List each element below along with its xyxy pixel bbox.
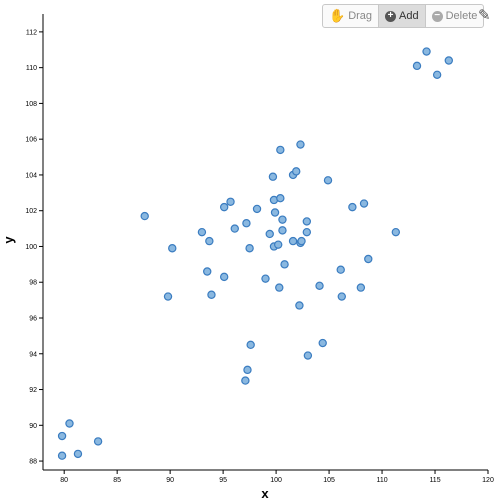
hand-icon: ✋ bbox=[329, 8, 346, 23]
data-points[interactable] bbox=[57, 47, 453, 460]
data-point[interactable] bbox=[280, 260, 289, 269]
x-tick-label: 120 bbox=[482, 477, 494, 484]
tool-toolbar: ✋ Drag + Add − Delete bbox=[322, 4, 485, 28]
data-point[interactable] bbox=[275, 283, 284, 292]
data-point[interactable] bbox=[337, 292, 346, 301]
data-point[interactable] bbox=[57, 451, 67, 460]
data-point[interactable] bbox=[276, 193, 285, 203]
data-point[interactable] bbox=[246, 340, 255, 350]
data-point[interactable] bbox=[323, 176, 333, 185]
drag-label: Drag bbox=[348, 10, 373, 22]
pencil-icon[interactable]: ✎ bbox=[478, 7, 491, 24]
drag-tool-button[interactable]: ✋ Drag bbox=[323, 5, 380, 27]
axes: 80 85 90 95 100 105 110 115 120 88 90 92 94 96 98 100 10… bbox=[25, 14, 494, 484]
data-point[interactable] bbox=[276, 145, 285, 155]
x-tick-label: 85 bbox=[113, 477, 121, 484]
data-point[interactable] bbox=[230, 224, 239, 233]
x-tick-label: 95 bbox=[219, 477, 227, 484]
data-point[interactable] bbox=[295, 301, 304, 310]
data-point[interactable] bbox=[315, 281, 324, 291]
y-tick-label: 98 bbox=[29, 280, 37, 287]
y-tick-label: 90 bbox=[29, 423, 37, 430]
add-tool-button[interactable]: + Add bbox=[379, 5, 426, 27]
data-point[interactable] bbox=[270, 208, 280, 217]
y-tick-label: 94 bbox=[29, 351, 37, 358]
data-point[interactable] bbox=[205, 236, 214, 246]
data-point[interactable] bbox=[73, 449, 83, 459]
data-point[interactable] bbox=[93, 437, 103, 446]
data-point[interactable] bbox=[364, 254, 373, 264]
x-tick-label: 105 bbox=[323, 477, 335, 484]
data-point[interactable] bbox=[265, 229, 274, 239]
data-point[interactable] bbox=[278, 215, 287, 224]
data-point[interactable] bbox=[203, 267, 212, 276]
data-point[interactable] bbox=[268, 172, 278, 181]
data-point[interactable] bbox=[197, 227, 207, 237]
data-point[interactable] bbox=[422, 47, 431, 56]
x-tick-label: 90 bbox=[166, 477, 174, 484]
data-point[interactable] bbox=[318, 338, 327, 348]
delete-label: Delete bbox=[445, 10, 478, 22]
data-point[interactable] bbox=[57, 431, 67, 441]
delete-tool-button[interactable]: − Delete bbox=[426, 5, 484, 27]
x-tick-label: 110 bbox=[376, 477, 387, 484]
data-point[interactable] bbox=[348, 202, 357, 212]
data-point[interactable] bbox=[292, 167, 301, 176]
y-tick-label: 102 bbox=[25, 208, 37, 215]
data-point[interactable] bbox=[140, 211, 149, 221]
data-point[interactable] bbox=[226, 197, 235, 206]
data-point[interactable] bbox=[288, 236, 298, 246]
minus-icon: − bbox=[431, 10, 443, 22]
y-axis-label: y bbox=[1, 236, 16, 244]
data-point[interactable] bbox=[274, 240, 283, 249]
add-label: Add bbox=[399, 10, 419, 22]
data-point[interactable] bbox=[252, 204, 262, 214]
y-tick-label: 100 bbox=[25, 244, 37, 251]
data-point[interactable] bbox=[219, 202, 229, 212]
data-point[interactable] bbox=[356, 283, 366, 292]
data-point[interactable] bbox=[219, 272, 229, 282]
data-point[interactable] bbox=[65, 419, 74, 428]
y-tick-label: 88 bbox=[29, 459, 37, 466]
data-point[interactable] bbox=[243, 365, 252, 375]
y-tick-label: 106 bbox=[25, 137, 37, 144]
y-tick-label: 110 bbox=[26, 65, 37, 72]
data-point[interactable] bbox=[168, 244, 177, 253]
data-point[interactable] bbox=[412, 61, 422, 71]
x-tick-label: 115 bbox=[429, 477, 440, 484]
data-point[interactable] bbox=[391, 227, 401, 237]
data-point[interactable] bbox=[432, 70, 442, 80]
x-axis-label: x bbox=[261, 486, 269, 501]
x-tick-label: 100 bbox=[270, 477, 282, 484]
data-point[interactable] bbox=[207, 290, 216, 299]
data-point[interactable] bbox=[163, 292, 173, 301]
y-tick-label: 92 bbox=[29, 387, 37, 394]
data-point[interactable] bbox=[302, 227, 312, 237]
data-point[interactable] bbox=[245, 244, 254, 253]
data-point[interactable] bbox=[303, 351, 313, 360]
y-tick-label: 96 bbox=[29, 316, 37, 323]
data-point[interactable] bbox=[242, 219, 251, 228]
data-point[interactable] bbox=[444, 56, 453, 65]
data-point[interactable] bbox=[241, 376, 250, 385]
y-tick-label: 108 bbox=[25, 101, 37, 108]
data-point[interactable] bbox=[297, 236, 306, 246]
data-point[interactable] bbox=[296, 140, 305, 149]
data-point[interactable] bbox=[336, 265, 345, 274]
data-point[interactable] bbox=[359, 199, 369, 208]
y-tick-label: 104 bbox=[25, 172, 37, 179]
data-point[interactable] bbox=[261, 274, 270, 283]
data-point[interactable] bbox=[302, 217, 312, 226]
plus-icon: + bbox=[385, 10, 397, 22]
y-tick-label: 112 bbox=[26, 29, 37, 36]
data-point[interactable] bbox=[278, 226, 287, 235]
x-tick-label: 80 bbox=[60, 477, 68, 484]
